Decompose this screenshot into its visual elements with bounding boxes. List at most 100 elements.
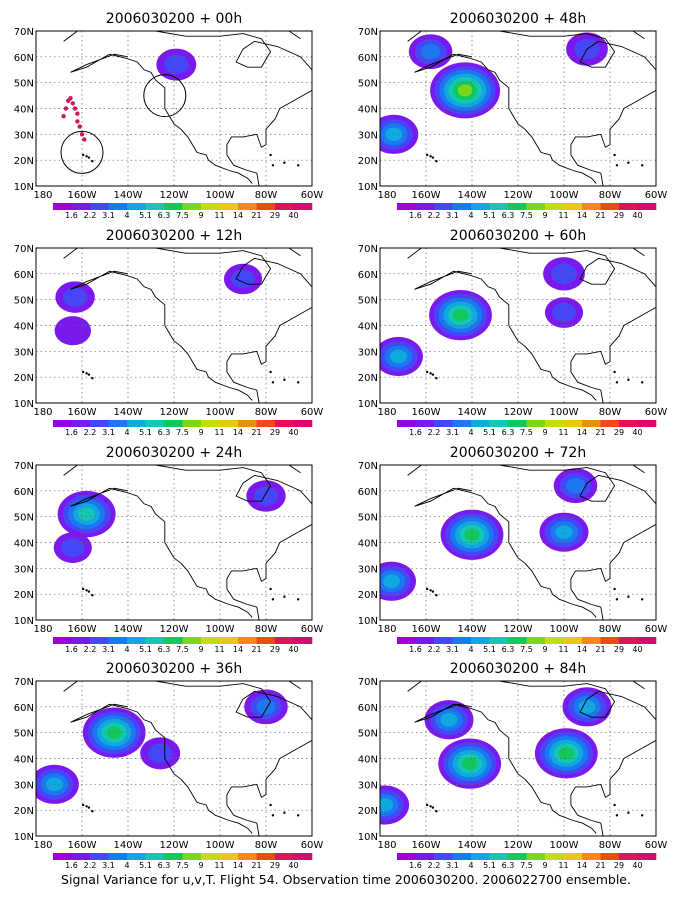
lat-tick-label: 30N [358,564,378,575]
colorbar-swatch [164,853,183,860]
colorbar-label: 2.2 [428,645,441,654]
lon-tick-label: 80W [255,407,278,418]
variance-contour-2-2 [420,43,441,60]
colorbar-label: 7.5 [176,428,189,437]
colorbar-swatch [293,637,313,644]
lat-tick-label: 50N [358,729,378,740]
colorbar-swatch [397,637,416,644]
colorbar-label: 6.3 [158,211,171,220]
colorbar-swatch [71,637,91,644]
colorbar-label: 1.6 [65,428,78,437]
island-2 [85,155,88,158]
lat-tick-label: 70N [14,461,34,472]
variance-contour-2-1 [231,269,255,289]
island-0 [91,594,94,597]
variance-contour-0-5 [464,528,480,541]
colorbar-label: 5.1 [483,861,496,870]
lat-tick-label: 50N [14,296,34,307]
colorbar-label: 5.1 [139,428,152,437]
colorbar-swatch [145,420,165,427]
lon-tick-label: 160W [412,624,441,635]
lat-tick-label: 30N [358,780,378,791]
colorbar-swatch [219,853,239,860]
lat-tick-label: 70N [14,27,34,38]
variance-contour-4-3 [440,712,458,727]
colorbar-label: 4 [468,211,473,220]
lon-tick-label: 120W [504,190,533,201]
colorbar-swatch [545,853,564,860]
colorbar-swatch [182,420,202,427]
lon-tick-label: 140W [458,407,487,418]
colorbar-label: 14 [577,428,587,437]
observation-point [77,124,82,129]
colorbar-label: 2.2 [84,861,97,870]
colorbar-swatch [452,203,472,210]
island-3 [81,587,85,591]
island-1 [87,590,91,593]
variance-contour-0-5 [452,309,469,322]
coastline-west [414,703,597,834]
island-5 [615,814,619,817]
island-1 [431,590,435,593]
island-2 [429,372,432,375]
lon-tick-label: 80W [599,407,622,418]
colorbar-label: 4 [124,428,129,437]
lat-tick-label: 30N [14,130,34,141]
colorbar-swatch [637,203,657,210]
lat-tick-label: 60N [14,703,34,714]
lat-tick-label: 70N [358,244,378,255]
lon-tick-label: 180 [377,190,396,201]
lat-tick-label: 50N [358,79,378,90]
lat-tick-label: 50N [14,79,34,90]
island-1 [87,373,91,376]
island-3 [425,370,429,374]
lat-tick-label: 40N [14,105,34,116]
colorbar-label: 40 [288,861,298,870]
colorbar-swatch [526,420,546,427]
panel-frame [379,464,657,621]
lon-tick-label: 180 [377,407,396,418]
observation-point [82,137,87,142]
colorbar-label: 29 [614,645,624,654]
colorbar-swatch [256,637,276,644]
island-7 [297,381,300,384]
colorbar-swatch [127,203,146,210]
island-4 [269,803,272,807]
colorbar-label: 9 [542,211,547,220]
variance-contour-1-1 [61,538,85,558]
island-0 [435,160,438,163]
colorbar-label: 14 [577,645,587,654]
lon-tick-label: 180 [33,407,52,418]
colorbar-swatch [489,203,509,210]
lat-tick-label: 10N [358,399,378,410]
colorbar-label: 40 [632,428,642,437]
island-5 [615,381,619,384]
coastline-east [407,681,656,836]
colorbar-label: 29 [614,428,624,437]
colorbar-label: 5.1 [139,861,152,870]
lon-tick-label: 160W [412,407,441,418]
coastline-east [63,31,312,186]
colorbar-swatch [637,853,657,860]
lat-tick-label: 30N [14,780,34,791]
lon-tick-label: 120W [160,190,189,201]
island-1 [87,806,91,809]
variance-contour-0-4 [78,507,95,521]
colorbar-label: 7.5 [520,211,533,220]
colorbar-swatch [563,203,583,210]
colorbar-label: 3.1 [446,428,459,437]
colorbar-swatch [415,420,435,427]
island-0 [435,594,438,597]
variance-contour-2-3 [555,525,573,539]
island-6 [627,378,630,381]
panel-frame [35,30,313,187]
island-7 [297,164,300,167]
colorbar-swatch [545,420,564,427]
lon-tick-label: 180 [33,840,52,851]
lat-tick-label: 50N [14,729,34,740]
island-5 [271,598,275,601]
colorbar-label: 6.3 [502,645,515,654]
colorbar-swatch [600,420,620,427]
colorbar-swatch [164,420,183,427]
island-5 [615,598,619,601]
